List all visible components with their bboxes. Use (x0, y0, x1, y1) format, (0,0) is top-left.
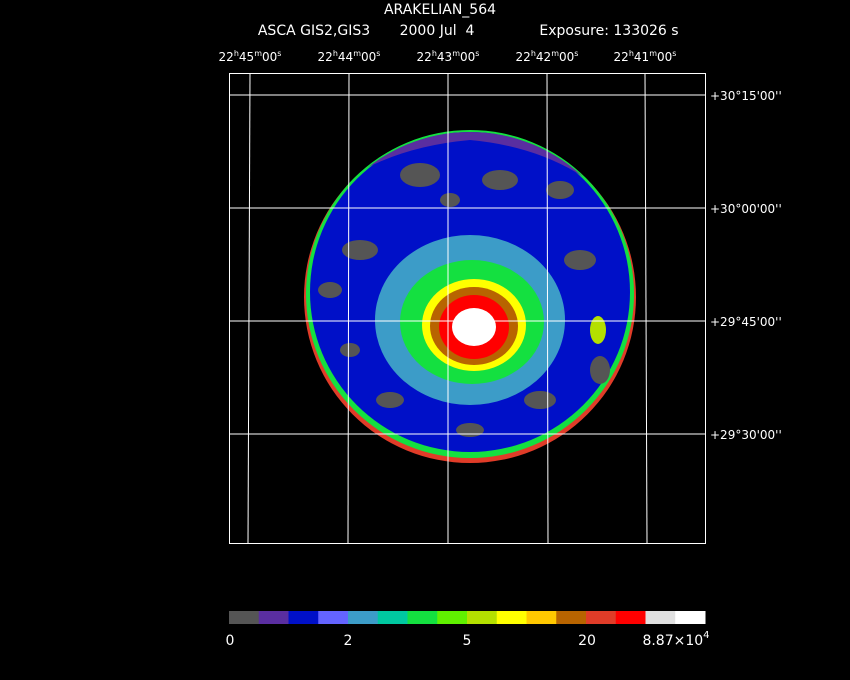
ra-grid (347, 72, 350, 544)
colorbar-segment (467, 611, 498, 624)
ra-unit: m (452, 49, 460, 58)
ra-value: 43 (437, 50, 452, 64)
ra-unit: s (672, 49, 676, 58)
exposure: Exposure: 133026 s (539, 23, 678, 39)
colorbar-label: 5 (463, 633, 472, 649)
colorbar-segment (586, 611, 617, 624)
ra-value: 00 (262, 50, 277, 64)
title: ARAKELIAN_564 (384, 2, 496, 18)
ra-label: 22h43m00s (417, 49, 480, 64)
ra-unit: m (254, 49, 262, 58)
colorbar-segment (556, 611, 587, 624)
ra-unit: h (333, 49, 338, 58)
instrument: ASCA GIS2,GIS3 (258, 23, 370, 39)
ra-value: 42 (536, 50, 551, 64)
colorbar-label: 2 (344, 633, 353, 649)
colorbar-segment (675, 611, 706, 624)
blotches (318, 163, 610, 437)
grid (229, 72, 706, 544)
dec-label: +29°30'00'' (710, 428, 782, 442)
ra-value: 41 (634, 50, 649, 64)
ra-value: 44 (338, 50, 353, 64)
colorbar-label: 20 (578, 633, 596, 649)
ra-value: 45 (239, 50, 254, 64)
ra-value: 22 (614, 50, 629, 64)
ra-unit: m (551, 49, 559, 58)
mantissa: 8.87×10 (642, 633, 703, 649)
ra-value: 22 (516, 50, 531, 64)
ra-value: 22 (417, 50, 432, 64)
ra-unit: s (475, 49, 479, 58)
ra-value: 22 (318, 50, 333, 64)
ra-value: 22 (219, 50, 234, 64)
ra-unit: s (277, 49, 281, 58)
ra-label: 22h45m00s (219, 49, 282, 64)
ra-grid (546, 72, 549, 544)
ra-grid (644, 72, 648, 544)
hot-spot (590, 316, 606, 344)
colorbar-segment (437, 611, 468, 624)
date: 2000 Jul 4 (400, 23, 475, 39)
colorbar-segment (526, 611, 557, 624)
ra-value: 00 (460, 50, 475, 64)
ra-value: 00 (559, 50, 574, 64)
colorbar-segment (496, 611, 527, 624)
labels: 22h45m00s 22h44m00s 22h43m00s 22h42m00s 22h4… (219, 49, 782, 442)
ra-unit: s (574, 49, 578, 58)
core (452, 308, 496, 346)
colorbar-segment (407, 611, 438, 624)
ra-value: 00 (657, 50, 672, 64)
colorbar-segment (348, 611, 379, 624)
colorbar-segment (318, 611, 349, 624)
dec-label: +29°45'00'' (710, 315, 782, 329)
exponent: 4 (703, 630, 709, 641)
ra-grid (247, 72, 251, 544)
colorbar-segment (288, 611, 319, 624)
dec-label: +30°15'00'' (710, 89, 782, 103)
ra-unit: h (531, 49, 536, 58)
colorbar-segment (615, 611, 646, 624)
ra-label: 22h42m00s (516, 49, 579, 64)
ra-unit: m (649, 49, 657, 58)
ra-unit: h (432, 49, 437, 58)
ra-unit: s (376, 49, 380, 58)
colorbar-label: 0 (226, 633, 235, 649)
colorbar: 0 2 5 20 8.87×104 (226, 611, 710, 649)
ra-value: 00 (361, 50, 376, 64)
colorbar-label: 8.87×104 (642, 630, 709, 649)
ra-unit: h (234, 49, 239, 58)
frame (229, 73, 706, 544)
colorbar-segment (258, 611, 289, 624)
ra-label: 22h41m00s (614, 49, 677, 64)
ra-label: 22h44m00s (318, 49, 381, 64)
colorbar-segment (645, 611, 676, 624)
ra-unit: h (629, 49, 634, 58)
dec-label: +30°00'00'' (710, 202, 782, 216)
colorbar-segment (229, 611, 260, 624)
colorbar-segment (377, 611, 408, 624)
image (304, 130, 636, 463)
ra-unit: m (353, 49, 361, 58)
